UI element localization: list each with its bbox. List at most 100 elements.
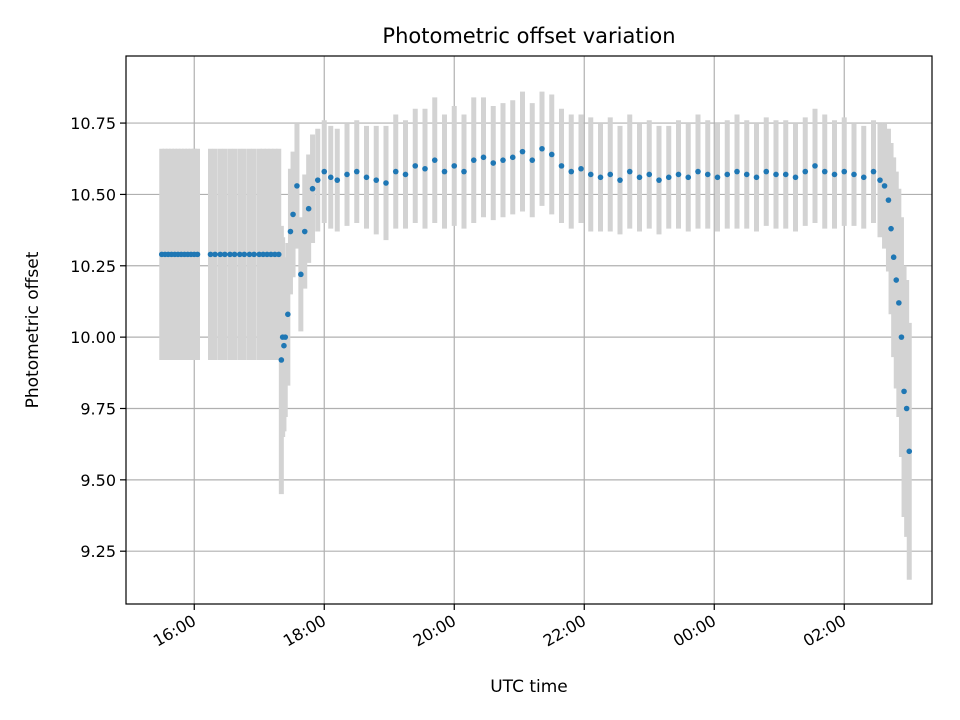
data-point <box>714 174 721 181</box>
data-point <box>893 277 900 283</box>
data-point <box>743 171 750 178</box>
data-point <box>344 171 350 178</box>
data-point <box>734 168 740 175</box>
data-point <box>695 168 701 175</box>
data-point <box>212 251 218 258</box>
data-point <box>548 151 555 158</box>
data-point <box>587 171 594 178</box>
x-axis-label: UTC time <box>490 677 568 697</box>
data-point <box>231 251 238 258</box>
data-point <box>906 448 913 455</box>
data-point <box>272 251 278 258</box>
data-point <box>896 300 902 306</box>
y-tick-label: 9.75 <box>80 399 116 418</box>
data-point <box>227 251 233 258</box>
data-point <box>402 171 409 178</box>
data-point <box>490 160 497 166</box>
data-point <box>821 168 828 175</box>
data-point <box>301 228 308 235</box>
data-point <box>275 251 282 258</box>
plot-frame <box>125 55 933 605</box>
data-point <box>607 171 614 178</box>
data-point <box>290 211 296 218</box>
data-point <box>753 174 760 181</box>
data-point <box>792 174 799 181</box>
data-point <box>281 342 287 349</box>
data-point <box>860 174 867 181</box>
data-point <box>321 168 328 175</box>
data-point <box>597 174 604 181</box>
data-point <box>334 177 341 183</box>
data-points <box>158 145 913 455</box>
data-point <box>236 251 243 258</box>
data-point <box>724 171 731 178</box>
data-point <box>656 177 662 183</box>
data-point <box>285 311 291 318</box>
data-point <box>773 171 779 178</box>
data-point <box>431 157 438 163</box>
data-point <box>841 168 848 175</box>
data-point <box>831 171 838 178</box>
data-point <box>363 174 370 181</box>
data-point <box>500 157 506 163</box>
data-point <box>422 165 428 172</box>
data-point <box>646 171 653 178</box>
data-point <box>578 165 584 172</box>
data-point <box>194 251 201 258</box>
data-point <box>260 251 266 258</box>
data-point <box>704 171 711 178</box>
data-point <box>314 177 321 183</box>
data-point <box>353 168 360 175</box>
data-point <box>392 168 399 175</box>
data-point <box>264 251 270 258</box>
data-point <box>903 405 910 412</box>
data-point <box>278 357 285 363</box>
data-point <box>802 168 809 175</box>
data-point <box>870 168 877 175</box>
data-point <box>383 180 389 186</box>
data-point <box>256 251 263 258</box>
data-point <box>636 174 643 181</box>
y-tick-label: 10.25 <box>70 257 116 276</box>
data-point <box>451 163 458 169</box>
data-point <box>626 168 633 175</box>
data-point <box>890 254 897 261</box>
y-tick-label: 10.75 <box>70 114 116 133</box>
data-point <box>441 168 448 175</box>
data-point <box>480 154 487 161</box>
data-point <box>685 174 692 181</box>
data-point <box>568 168 575 175</box>
data-point <box>294 183 300 189</box>
data-point <box>675 171 682 178</box>
chart-title: Photometric offset variation <box>382 24 675 48</box>
data-point <box>412 163 419 169</box>
data-point <box>539 145 545 152</box>
data-point <box>519 148 526 155</box>
data-point <box>851 171 857 178</box>
data-point <box>298 271 304 278</box>
data-point <box>901 388 907 395</box>
data-point <box>888 225 894 232</box>
data-point <box>222 251 228 258</box>
data-point <box>763 168 770 175</box>
data-point <box>509 154 516 161</box>
data-point <box>898 334 905 340</box>
data-point <box>529 157 536 163</box>
data-point <box>881 183 888 189</box>
data-point <box>617 177 623 183</box>
data-point <box>373 177 380 183</box>
y-tick-label: 10.50 <box>70 185 116 204</box>
data-point <box>287 228 294 235</box>
y-axis-label: Photometric offset <box>23 251 43 408</box>
y-tick-label: 9.50 <box>80 471 116 490</box>
y-tick-label: 10.00 <box>70 328 116 347</box>
data-point <box>558 163 565 169</box>
data-point <box>217 251 224 258</box>
data-point <box>782 171 789 178</box>
data-point <box>885 197 892 203</box>
data-point <box>282 334 289 340</box>
y-tick-label: 9.25 <box>80 542 116 561</box>
data-point <box>309 185 316 192</box>
